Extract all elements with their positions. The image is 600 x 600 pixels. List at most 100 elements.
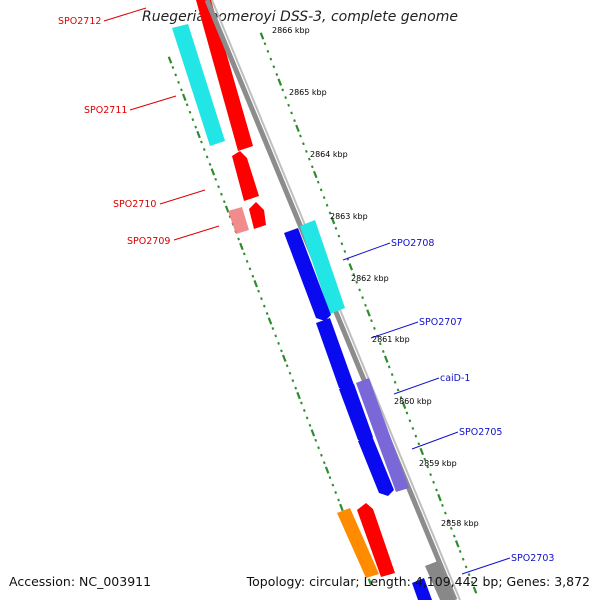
gene-feature-spo2703-blue[interactable] bbox=[412, 578, 432, 600]
minor-tick bbox=[300, 401, 303, 405]
gene-feature-orange[interactable] bbox=[337, 508, 379, 578]
gene-feature-spo2705[interactable] bbox=[358, 436, 394, 496]
gene-feature-spo2710-b[interactable] bbox=[249, 202, 266, 229]
tick-label: 2862 kbp bbox=[351, 274, 389, 283]
minor-tick bbox=[208, 162, 212, 166]
minor-tick bbox=[194, 125, 198, 129]
minor-tick bbox=[214, 177, 218, 181]
minor-tick bbox=[458, 550, 462, 554]
minor-tick bbox=[284, 96, 288, 100]
minor-tick bbox=[452, 534, 456, 538]
major-tick bbox=[401, 401, 407, 409]
minor-tick bbox=[337, 234, 341, 238]
major-tick bbox=[277, 78, 283, 86]
minor-tick bbox=[291, 379, 295, 383]
minor-tick bbox=[271, 326, 275, 330]
minor-tick bbox=[435, 488, 438, 492]
minor-tick bbox=[470, 580, 474, 584]
minor-tick bbox=[319, 188, 323, 192]
minor-tick bbox=[358, 288, 361, 292]
minor-tick bbox=[320, 453, 323, 457]
minor-tick bbox=[305, 416, 309, 420]
minor-tick bbox=[180, 88, 183, 92]
gene-feature-spo2708-cyan[interactable] bbox=[300, 220, 345, 314]
minor-tick bbox=[426, 465, 430, 469]
minor-tick bbox=[355, 280, 359, 284]
minor-tick bbox=[265, 312, 269, 316]
minor-tick bbox=[381, 349, 385, 353]
gene-label-spo2709[interactable]: SPO2709 bbox=[127, 236, 170, 247]
minor-tick bbox=[316, 180, 320, 184]
gene-feature-spo2708[interactable] bbox=[284, 228, 331, 321]
leader-line bbox=[159, 189, 206, 205]
gene-feature-spo2710-a[interactable] bbox=[232, 151, 259, 201]
minor-tick bbox=[251, 274, 255, 278]
minor-tick bbox=[177, 80, 180, 84]
gene-feature-spo2707[interactable] bbox=[316, 318, 354, 391]
tick-label: 2860 kbp bbox=[394, 397, 432, 406]
major-tick bbox=[296, 391, 301, 400]
minor-tick bbox=[408, 419, 412, 423]
minor-tick bbox=[340, 242, 344, 246]
minor-tick bbox=[285, 364, 289, 368]
minor-tick bbox=[328, 211, 332, 215]
minor-tick bbox=[334, 226, 338, 230]
major-tick bbox=[210, 168, 216, 176]
gene-labels-right: SPO2708 SPO2707 caiD-1 SPO2705 SPO2703 bbox=[342, 238, 554, 575]
gene-feature-spo2706[interactable] bbox=[339, 384, 373, 443]
minor-tick bbox=[274, 334, 278, 338]
major-tick bbox=[454, 540, 460, 548]
minor-tick bbox=[444, 511, 447, 515]
minor-tick bbox=[260, 297, 263, 301]
minor-tick bbox=[281, 88, 285, 92]
minor-tick bbox=[307, 157, 311, 161]
minor-tick bbox=[280, 349, 283, 353]
minor-tick bbox=[171, 65, 175, 69]
minor-tick bbox=[405, 411, 409, 415]
leader-line bbox=[103, 7, 147, 22]
major-tick bbox=[282, 354, 287, 362]
tick-labels: 2866 kbp 2865 kbp 2864 kbp 2863 kbp 2862… bbox=[272, 26, 479, 528]
gene-label-spo2711[interactable]: SPO2711 bbox=[84, 105, 127, 116]
major-tick bbox=[419, 447, 425, 456]
gene-feature-caid-1[interactable] bbox=[356, 378, 409, 492]
minor-tick bbox=[262, 304, 266, 308]
minor-tick bbox=[266, 49, 270, 53]
gene-label-spo2712[interactable]: SPO2712 bbox=[58, 16, 101, 27]
minor-tick bbox=[429, 473, 432, 477]
leader-line bbox=[173, 225, 220, 241]
major-tick bbox=[348, 263, 354, 271]
minor-tick bbox=[277, 341, 280, 345]
minor-tick bbox=[390, 373, 394, 377]
gene-label-spo2703[interactable]: SPO2703 bbox=[511, 553, 554, 564]
minor-tick bbox=[441, 503, 444, 507]
minor-tick bbox=[328, 476, 332, 480]
gene-feature-spo2712[interactable] bbox=[196, 0, 253, 151]
minor-tick bbox=[352, 273, 356, 277]
gene-feature-spo2711[interactable] bbox=[172, 24, 225, 146]
gene-feature-spo2709[interactable] bbox=[228, 207, 249, 234]
minor-tick bbox=[310, 165, 314, 169]
minor-tick bbox=[288, 371, 292, 375]
major-tick bbox=[324, 466, 330, 474]
gene-label-spo2708[interactable]: SPO2708 bbox=[391, 238, 434, 249]
minor-tick bbox=[293, 119, 296, 123]
minor-tick bbox=[272, 65, 276, 69]
gene-label-spo2705[interactable]: SPO2705 bbox=[459, 427, 502, 438]
gene-label-spo2707[interactable]: SPO2707 bbox=[419, 317, 462, 328]
minor-tick bbox=[432, 480, 435, 484]
gene-label-spo2710[interactable]: SPO2710 bbox=[113, 199, 156, 210]
minor-tick bbox=[467, 573, 471, 577]
minor-tick bbox=[275, 72, 279, 76]
gene-label-caid-1[interactable]: caiD-1 bbox=[440, 373, 470, 384]
minor-tick bbox=[361, 296, 364, 300]
gene-feature-spo2703-grey[interactable] bbox=[425, 561, 455, 600]
major-tick bbox=[472, 586, 478, 594]
major-tick bbox=[267, 317, 273, 325]
tick-label: 2865 kbp bbox=[289, 88, 327, 97]
gene-feature-red-lower[interactable] bbox=[357, 503, 395, 577]
minor-tick bbox=[263, 42, 267, 46]
minor-tick bbox=[202, 148, 206, 151]
minor-tick bbox=[461, 557, 465, 561]
